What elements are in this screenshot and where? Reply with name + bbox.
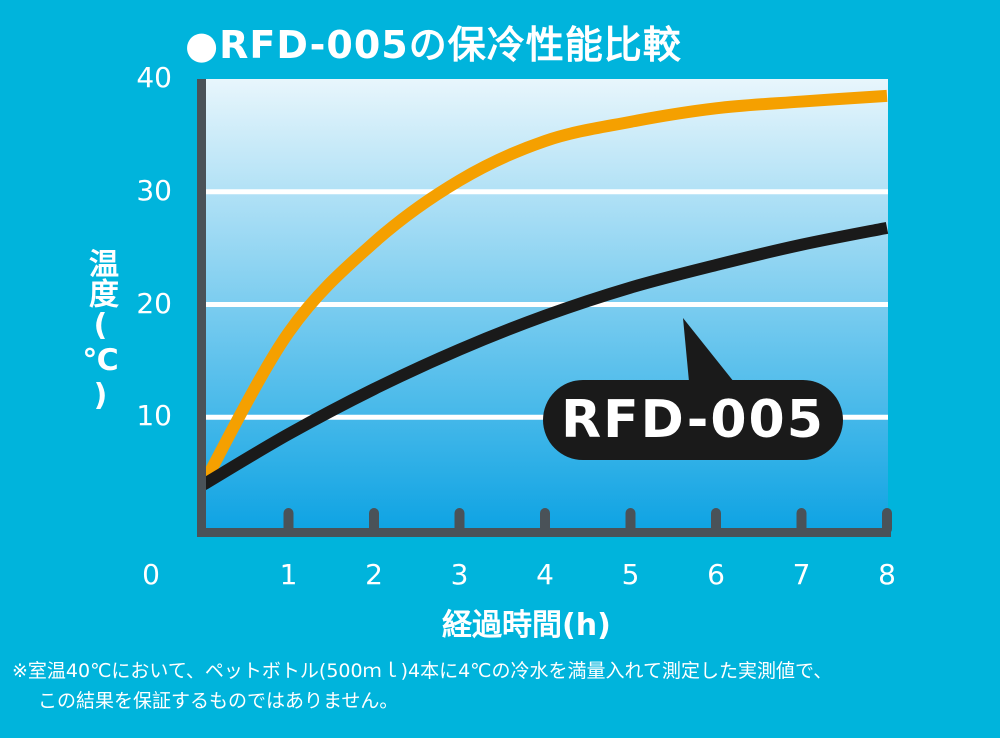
callout-label: RFD-005 (561, 390, 825, 450)
x-tick-label-6: 6 (707, 558, 725, 591)
x-tick-label-4: 4 (536, 558, 554, 591)
chart-title: ●RFD-005の保冷性能比較 (185, 23, 682, 67)
y-tick-label-20: 20 (136, 286, 172, 320)
x-tick-label-2: 2 (365, 558, 383, 591)
y-axis-line (197, 79, 206, 537)
callout-box (543, 380, 843, 460)
x-tick-label-1: 1 (279, 558, 298, 591)
y-tick-label-10: 10 (136, 399, 172, 433)
x-tick-mark-1 (283, 508, 294, 534)
x-tick-mark-4 (540, 508, 550, 534)
x-axis-label: 経過時間(h) (442, 608, 611, 643)
x-tick-mark-5 (625, 508, 636, 534)
x-tick-label-8: 8 (878, 558, 896, 591)
x-tick-label-3: 3 (450, 558, 469, 591)
footnote: ※室温40℃において、ペットボトル(500ｍｌ)4本に4℃の冷水を満量入れて測定… (12, 656, 832, 716)
x-tick-mark-3 (454, 508, 465, 534)
footnote-line1: ※室温40℃において、ペットボトル(500ｍｌ)4本に4℃の冷水を満量入れて測定… (12, 660, 833, 682)
x-tick-mark-7 (796, 508, 807, 534)
x-tick-mark-6 (711, 508, 721, 534)
y-tick-label-30: 30 (136, 173, 172, 207)
y-axis-label: 温度(℃) (83, 248, 118, 413)
y-tick-label-40: 40 (136, 61, 172, 94)
x-tick-mark-2 (369, 508, 379, 534)
x-tick-mark-8 (882, 508, 892, 534)
y-tick-label-0: 0 (142, 558, 160, 591)
x-tick-label-5: 5 (621, 558, 640, 591)
x-tick-label-7: 7 (792, 558, 811, 591)
series-line-comparison-0 (197, 89, 888, 488)
footnote-line2: この結果を保証するものではありません。 (38, 690, 399, 712)
series-line-rfd-005 (199, 221, 889, 491)
callout-pointer (683, 318, 742, 392)
